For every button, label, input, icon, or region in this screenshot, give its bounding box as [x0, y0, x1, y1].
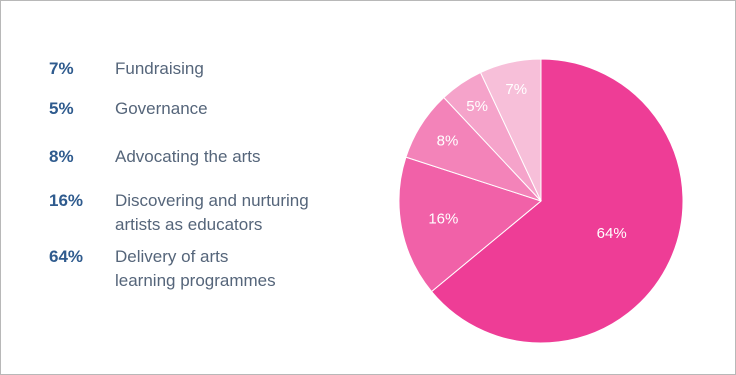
slice-data-label: 16%: [428, 211, 458, 228]
legend-label: Governance: [115, 99, 208, 118]
legend-percent: 8%: [49, 147, 74, 166]
slice-data-label: 8%: [437, 133, 459, 150]
slice-delivery: [430, 58, 684, 344]
slice-discovering: [398, 156, 543, 293]
legend-label: Fundraising: [115, 59, 204, 78]
legend-percent: 16%: [49, 191, 84, 210]
slice-data-label: 5%: [466, 98, 488, 115]
legend-label: Discovering and nurturing artists as edu…: [115, 191, 309, 234]
slice-fundraising: [479, 58, 542, 202]
legend-percent: 64%: [49, 247, 84, 266]
slice-data-label: 64%: [597, 225, 627, 242]
legend-label: Advocating the arts: [115, 147, 261, 166]
slice-data-label: 7%: [505, 81, 527, 98]
legend-percent: 5%: [49, 99, 74, 118]
legend-label: Delivery of arts learning programmes: [115, 247, 276, 290]
legend-percent: 7%: [49, 59, 74, 78]
